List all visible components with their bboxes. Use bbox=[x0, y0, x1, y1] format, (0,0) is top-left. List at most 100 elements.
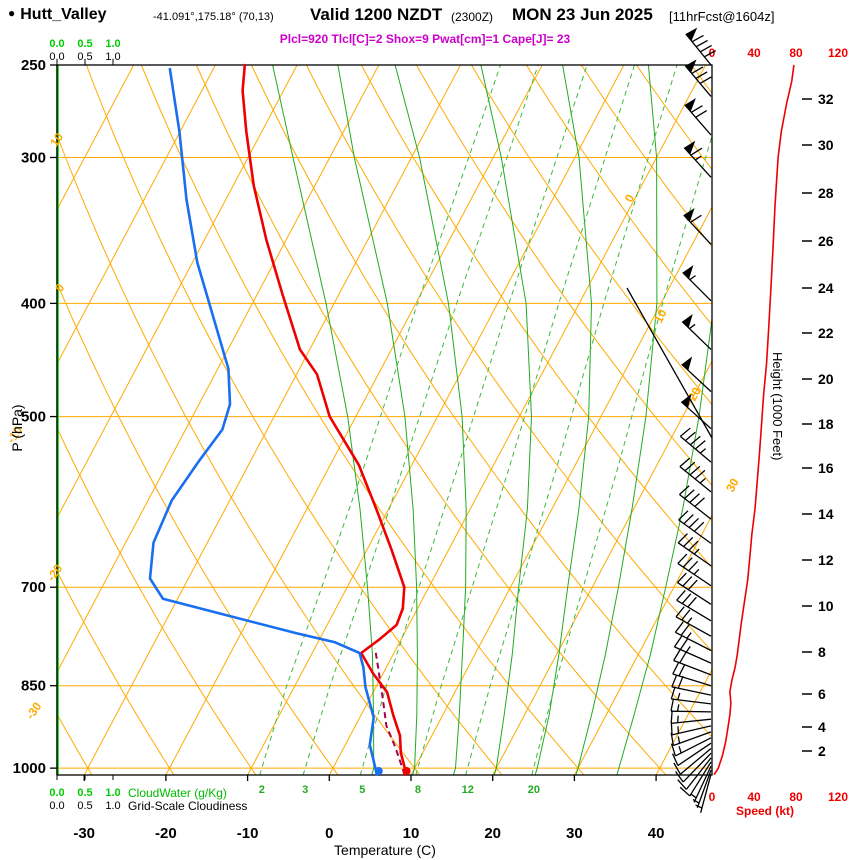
wind-barb-staff bbox=[689, 761, 712, 797]
wind-barb-pennant bbox=[682, 265, 694, 279]
wind-barb bbox=[676, 590, 712, 622]
wind-barb-staff bbox=[684, 65, 712, 97]
parcel-path bbox=[374, 648, 406, 776]
wind-barb-staff bbox=[684, 104, 712, 136]
wind-barb-full bbox=[670, 732, 675, 746]
wind-barb bbox=[670, 721, 712, 736]
wind-barb bbox=[675, 752, 712, 783]
wind-barb-full bbox=[670, 710, 673, 724]
dry-adiabat-line bbox=[57, 570, 175, 775]
wind-barb-full bbox=[679, 485, 690, 495]
wind-barb-full bbox=[689, 493, 700, 503]
dry-adiabat-label: -20 bbox=[44, 561, 66, 584]
wind-barb-pennant bbox=[683, 207, 695, 222]
valid-time-zulu: (2300Z) bbox=[451, 10, 494, 24]
wind-barb bbox=[684, 59, 712, 97]
height-tick-label: 20 bbox=[818, 371, 834, 387]
wind-barb-full bbox=[673, 762, 681, 775]
wind-barb-full bbox=[699, 76, 712, 85]
wind-barb-staff bbox=[700, 774, 712, 813]
temperature-tick-label: 0 bbox=[325, 825, 333, 842]
pressure-tick-label: 300 bbox=[21, 149, 46, 166]
wind-barb-full bbox=[676, 590, 686, 601]
wind-barb-full bbox=[679, 786, 691, 797]
dry-adiabat-line bbox=[85, 65, 503, 775]
wind-barb bbox=[679, 485, 712, 520]
wind-barb-full bbox=[695, 39, 708, 48]
wind-barb-staff bbox=[679, 747, 712, 775]
wind-barb-full bbox=[672, 662, 680, 675]
wind-barb-full bbox=[694, 469, 706, 480]
wind-barb-full bbox=[688, 517, 699, 528]
wind-barb-full bbox=[683, 536, 694, 548]
height-tick-label: 2 bbox=[818, 743, 826, 759]
isotherm-line bbox=[57, 65, 298, 520]
wind-barb-full bbox=[689, 435, 701, 446]
wind-barb-full bbox=[704, 49, 717, 58]
temperature-tick-label: 10 bbox=[403, 825, 420, 842]
height-tick-label: 4 bbox=[818, 719, 826, 735]
wind-barb bbox=[678, 510, 712, 544]
wind-barb-full bbox=[678, 664, 686, 677]
isotherm-label: 0 bbox=[622, 192, 638, 205]
isotherm-line bbox=[57, 65, 216, 365]
wind-barb-full bbox=[691, 66, 704, 75]
wind-barb-full bbox=[693, 521, 705, 532]
cloudiness-scale-label: 0.5 bbox=[77, 800, 92, 812]
wind-barb-full bbox=[675, 606, 685, 618]
wind-barb-half bbox=[692, 798, 700, 804]
height-tick-label: 22 bbox=[818, 325, 834, 341]
dry-adiabat-line bbox=[250, 65, 712, 738]
wind-barb-half bbox=[677, 736, 681, 744]
wind-barb-full bbox=[681, 593, 692, 605]
wind-barb-full bbox=[690, 147, 703, 156]
height-tick-label: 30 bbox=[818, 137, 834, 153]
wind-barb-full bbox=[670, 698, 675, 712]
temperature-profile bbox=[241, 63, 407, 777]
dry-adiabat-line bbox=[57, 281, 339, 775]
dry-adiabat-line bbox=[305, 65, 712, 653]
wind-barb-full bbox=[695, 110, 708, 118]
isotherm-label: 30 bbox=[723, 476, 742, 495]
wind-barb-full bbox=[678, 510, 689, 521]
wind-barb-full bbox=[687, 579, 698, 591]
wind-barb-full bbox=[688, 540, 699, 551]
moist-adiabat-line bbox=[575, 65, 658, 775]
speed-tick-label: 40 bbox=[747, 46, 761, 60]
height-tick-label: 14 bbox=[818, 506, 834, 522]
wind-barb bbox=[683, 207, 712, 245]
wind-barb-full bbox=[682, 576, 693, 587]
speed-tick-label: 0 bbox=[709, 790, 716, 804]
wind-barb-half bbox=[689, 323, 696, 330]
wind-barb-full bbox=[695, 71, 708, 80]
mixing-ratio-label: 20 bbox=[528, 784, 540, 796]
wind-barb-half bbox=[689, 275, 696, 281]
wind-barb-full bbox=[683, 514, 694, 525]
wind-barb-full bbox=[689, 465, 701, 476]
wind-barb bbox=[681, 313, 712, 350]
wind-barb-full bbox=[679, 651, 687, 664]
dry-adiabat-label: 0 bbox=[52, 281, 67, 295]
wind-barb bbox=[677, 757, 712, 790]
wind-barb bbox=[682, 265, 712, 302]
speed-axis-label: Speed (kt) bbox=[735, 804, 794, 818]
cloudiness-scale-label: 0.0 bbox=[49, 800, 64, 812]
wind-barb-half bbox=[685, 645, 691, 653]
cloudiness-scale-label: 0.0 bbox=[49, 51, 64, 63]
height-tick-label: 26 bbox=[818, 233, 834, 249]
wind-barb-staff bbox=[671, 698, 712, 705]
wind-barb-half bbox=[699, 477, 706, 484]
pressure-tick-label: 850 bbox=[21, 678, 46, 695]
station-name: Hutt_Valley bbox=[20, 6, 107, 23]
wind-barb-full bbox=[670, 686, 676, 700]
temperature-tick-label: -30 bbox=[73, 825, 95, 842]
wind-barb bbox=[681, 356, 712, 393]
wind-speed-curve bbox=[713, 64, 795, 776]
wind-barb-half bbox=[686, 632, 692, 639]
wind-barb-staff bbox=[685, 757, 712, 790]
wind-barb-half bbox=[686, 617, 693, 624]
temperature-axis-label: Temperature (C) bbox=[334, 842, 436, 858]
isotherm-line bbox=[247, 65, 625, 775]
